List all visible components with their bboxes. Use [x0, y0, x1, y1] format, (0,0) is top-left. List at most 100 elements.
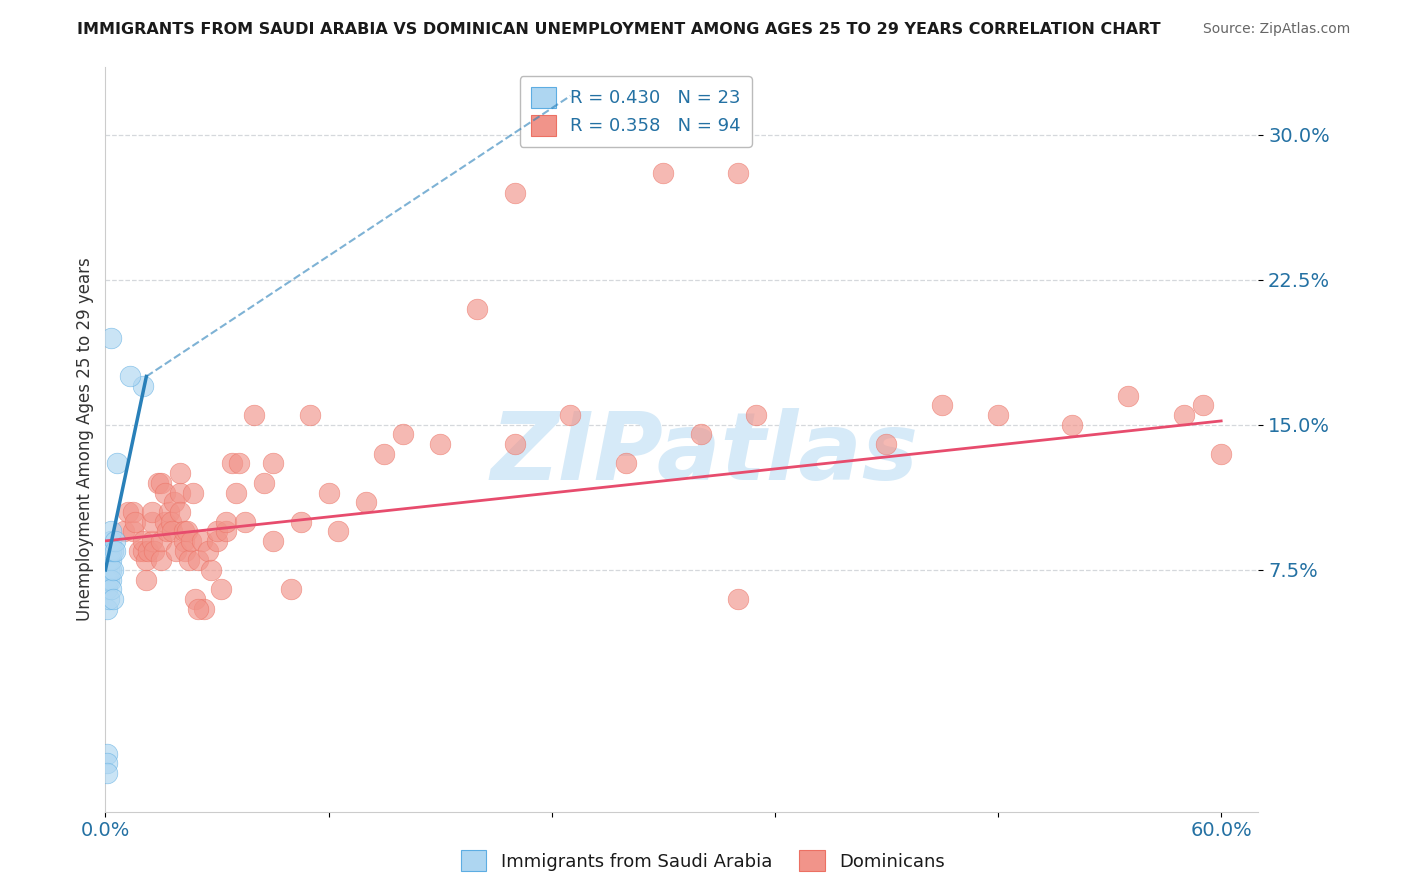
Point [104, 533, 127, 548]
Point [141, 505, 163, 519]
Point [122, 524, 145, 539]
Point [98, 543, 121, 558]
Point [221, 457, 243, 471]
Point [165, 543, 187, 558]
Point [118, 369, 141, 384]
Point [1173, 408, 1195, 422]
Point [131, 379, 153, 393]
Point [117, 505, 139, 519]
Point [187, 553, 209, 567]
Point [205, 533, 228, 548]
Point [100, 543, 122, 558]
Point [503, 437, 526, 451]
Point [169, 466, 191, 480]
Point [101, 543, 124, 558]
Legend: R = 0.430   N = 23, R = 0.358   N = 94: R = 0.430 N = 23, R = 0.358 N = 94 [520, 76, 752, 146]
Point [135, 573, 157, 587]
Point [252, 475, 274, 490]
Point [105, 457, 128, 471]
Point [173, 533, 195, 548]
Point [745, 408, 768, 422]
Point [173, 524, 195, 539]
Text: IMMIGRANTS FROM SAUDI ARABIA VS DOMINICAN UNEMPLOYMENT AMONG AGES 25 TO 29 YEARS: IMMIGRANTS FROM SAUDI ARABIA VS DOMINICA… [77, 22, 1161, 37]
Point [318, 485, 340, 500]
Point [209, 582, 232, 597]
Text: ZIPatlas: ZIPatlas [491, 409, 920, 500]
Point [100, 533, 122, 548]
Legend: Immigrants from Saudi Arabia, Dominicans: Immigrants from Saudi Arabia, Dominicans [454, 843, 952, 879]
Point [146, 475, 169, 490]
Point [100, 563, 122, 577]
Point [503, 186, 526, 200]
Point [124, 515, 146, 529]
Point [200, 563, 222, 577]
Point [162, 524, 184, 539]
Point [225, 485, 247, 500]
Point [298, 408, 321, 422]
Point [153, 515, 176, 529]
Point [228, 457, 250, 471]
Point [98, 573, 121, 587]
Point [215, 515, 238, 529]
Point [100, 331, 122, 345]
Point [262, 533, 284, 548]
Point [326, 524, 349, 539]
Point [1191, 399, 1213, 413]
Point [150, 533, 173, 548]
Point [122, 505, 145, 519]
Point [141, 533, 163, 548]
Point [191, 533, 214, 548]
Point [96, 747, 118, 761]
Point [96, 766, 118, 780]
Point [112, 524, 135, 539]
Point [614, 457, 637, 471]
Point [467, 301, 489, 316]
Point [174, 543, 197, 558]
Point [96, 563, 118, 577]
Point [183, 591, 205, 606]
Point [98, 563, 121, 577]
Point [233, 515, 256, 529]
Point [169, 485, 191, 500]
Point [181, 485, 204, 500]
Point [429, 437, 451, 451]
Point [159, 515, 181, 529]
Y-axis label: Unemployment Among Ages 25 to 29 years: Unemployment Among Ages 25 to 29 years [76, 258, 94, 621]
Point [156, 524, 179, 539]
Point [262, 457, 284, 471]
Point [290, 515, 312, 529]
Point [100, 582, 122, 597]
Point [197, 543, 219, 558]
Point [96, 582, 118, 597]
Point [179, 553, 201, 567]
Point [142, 543, 165, 558]
Point [560, 408, 582, 422]
Point [392, 427, 415, 442]
Point [100, 524, 122, 539]
Point [176, 524, 198, 539]
Point [96, 601, 118, 615]
Point [205, 524, 228, 539]
Point [101, 591, 124, 606]
Point [104, 543, 127, 558]
Point [727, 166, 749, 180]
Point [150, 553, 173, 567]
Point [689, 427, 711, 442]
Point [150, 475, 173, 490]
Point [1116, 389, 1139, 403]
Point [96, 756, 118, 771]
Point [373, 447, 395, 461]
Point [180, 533, 202, 548]
Point [135, 553, 157, 567]
Point [193, 601, 215, 615]
Point [98, 553, 121, 567]
Point [652, 166, 675, 180]
Point [141, 515, 163, 529]
Point [354, 495, 377, 509]
Point [875, 437, 897, 451]
Point [100, 573, 122, 587]
Point [96, 573, 118, 587]
Point [931, 399, 953, 413]
Text: Source: ZipAtlas.com: Source: ZipAtlas.com [1202, 22, 1350, 37]
Point [187, 601, 209, 615]
